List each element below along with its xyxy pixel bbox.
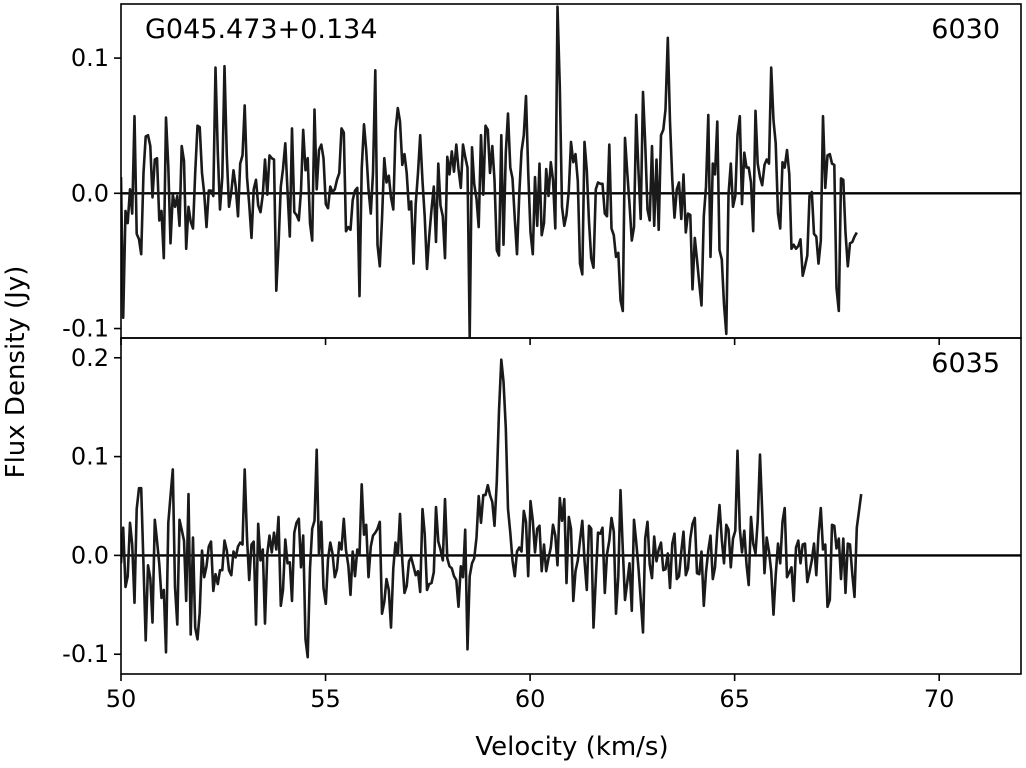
x-tick-label: 70: [924, 685, 955, 713]
panel-6030-spectrum-line: [121, 5, 858, 338]
panel-6035-x-ticks: 50 55 60 65 70: [106, 674, 955, 713]
panel-6035-frame: [120, 337, 1022, 675]
panel-6035-y-tick-label: 0.1: [71, 443, 109, 471]
x-tick-label: 60: [515, 685, 546, 713]
x-tick-label: 65: [719, 685, 750, 713]
panel-6030-label: 6030: [931, 14, 1000, 45]
x-tick-label: 55: [310, 685, 341, 713]
source-name-label: G045.473+0.134: [145, 14, 378, 45]
panel-6030-y-tick-label: 0.1: [71, 44, 109, 72]
panel-6035-y-tick-label: -0.1: [62, 640, 109, 668]
panel-6035-y-tick-label: 0.0: [71, 541, 109, 569]
panel-6030-y-ticks: 0.1 0.0 -0.1: [62, 44, 121, 343]
panel-6035-spectrum-line: [121, 358, 863, 659]
panel-6035-y-tick-label: 0.2: [71, 344, 109, 372]
panel-6035: 50 55 60 65 70 0.2 0.1 0.0 -0.1 6035: [62, 337, 1022, 713]
panel-6030-y-tick-label: -0.1: [62, 315, 109, 343]
panel-6035-label: 6035: [931, 348, 1000, 379]
panel-6030: 0.1 0.0 -0.1 G045.473+0.134 6030: [62, 3, 1022, 345]
panel-6035-y-ticks: 0.2 0.1 0.0 -0.1: [62, 344, 121, 668]
panel-6030-y-tick-label: 0.0: [71, 179, 109, 207]
x-tick-label: 50: [106, 685, 137, 713]
y-axis-label: Flux Density (Jy): [1, 266, 31, 479]
x-axis-label: Velocity (km/s): [475, 732, 668, 762]
